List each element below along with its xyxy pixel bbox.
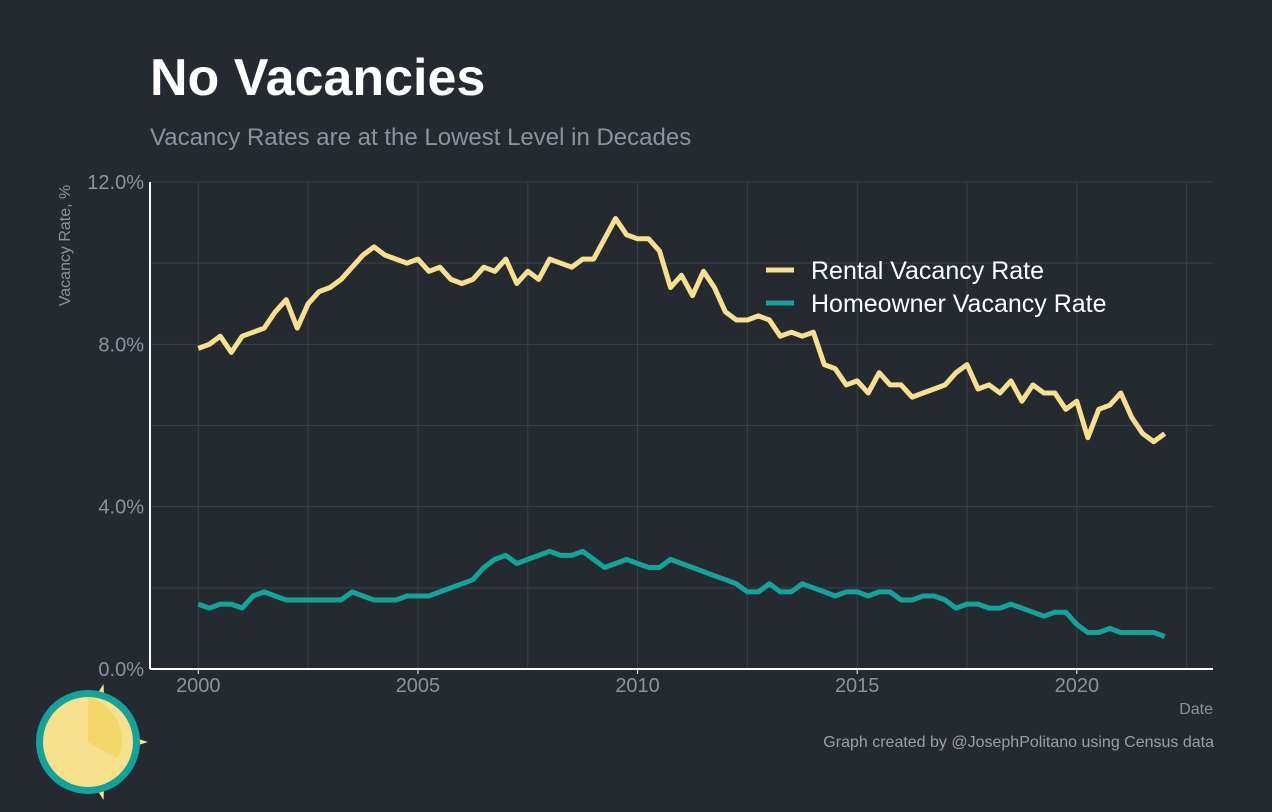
- x-tick-label: 2015: [835, 675, 880, 697]
- source-caption: Graph created by @JosephPolitano using C…: [823, 734, 1214, 751]
- y-tick-label: 0.0%: [98, 659, 144, 681]
- x-tick-label: 2005: [396, 675, 441, 697]
- x-tick-label: 2020: [1055, 675, 1100, 697]
- y-tick-label: 12.0%: [87, 172, 144, 194]
- chart-legend: Rental Vacancy Rate Homeowner Vacancy Rat…: [766, 257, 1107, 318]
- y-tick-label: 8.0%: [98, 334, 144, 356]
- chart-title: No Vacancies: [150, 49, 486, 107]
- x-tick-label: 2000: [176, 675, 221, 697]
- chart-axes: 0.0% 4.0% 8.0% 12.0% 2000 2005 2010 2015 2020: [87, 172, 1213, 697]
- chart-grid: [150, 181, 1213, 670]
- series-line-rental-vacancy-rate: [197, 216, 1167, 445]
- legend-label: Homeowner Vacancy Rate: [811, 290, 1107, 318]
- x-axis-title: Date: [1179, 701, 1213, 718]
- series-line-homeowner-vacancy-rate: [197, 548, 1166, 639]
- y-axis-title: Vacancy Rate, %: [57, 185, 74, 307]
- chart-axis-labels: Vacancy Rate, % Date: [57, 185, 1213, 718]
- chart-subtitle: Vacancy Rates are at the Lowest Level in…: [150, 124, 692, 151]
- x-tick-label: 2010: [615, 675, 660, 697]
- sun-icon: [36, 684, 148, 800]
- y-tick-label: 4.0%: [98, 497, 144, 519]
- legend-label: Rental Vacancy Rate: [811, 257, 1044, 285]
- chart-series: [197, 216, 1167, 639]
